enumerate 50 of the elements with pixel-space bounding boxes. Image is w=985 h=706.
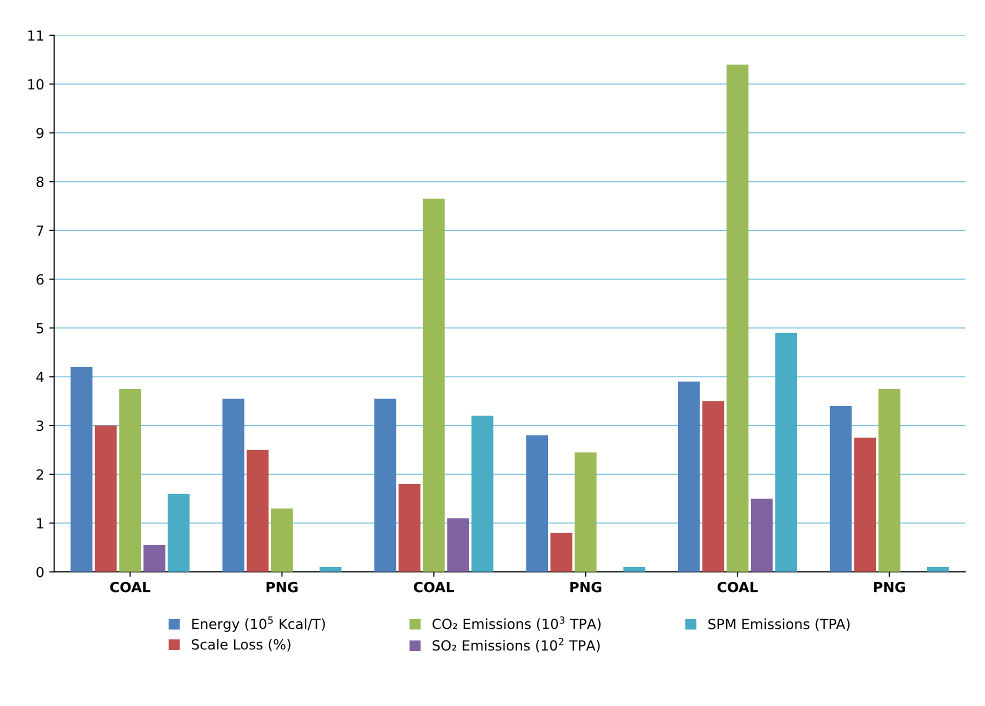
- bar: [271, 508, 293, 572]
- y-tick-label: 4: [36, 372, 44, 382]
- bar: [854, 438, 876, 572]
- bar: [526, 435, 548, 572]
- legend-label: SPM Emissions (TPA): [708, 618, 850, 631]
- bar: [878, 388, 900, 572]
- bar: [702, 401, 724, 572]
- x-tick-label: PNG: [266, 582, 298, 592]
- y-tick-label: 10: [28, 79, 44, 90]
- bar: [678, 382, 700, 572]
- bar: [374, 398, 396, 572]
- x-tick-label: COAL: [110, 582, 150, 592]
- bar: [94, 426, 117, 572]
- bar: [320, 566, 342, 572]
- bar: [623, 566, 646, 572]
- x-tick-label: COAL: [718, 582, 758, 592]
- x-tick-label: PNG: [874, 582, 905, 592]
- bar: [70, 366, 92, 572]
- x-tick-label: PNG: [570, 582, 602, 592]
- legend-label: Energy (10$^{5}$ Kcal/T): [192, 616, 325, 632]
- bar: [830, 406, 852, 572]
- y-tick-label: 2: [36, 469, 44, 480]
- bar: [143, 545, 166, 572]
- bar: [574, 452, 597, 572]
- legend-label: SO₂ Emissions (10$^{2}$ TPA): [432, 638, 600, 652]
- y-tick-label: 6: [36, 274, 44, 285]
- bar: [222, 398, 244, 572]
- bar: [422, 198, 445, 572]
- bar: [550, 532, 572, 572]
- bar: [447, 518, 470, 572]
- bar: [775, 332, 798, 572]
- bar: [119, 388, 142, 572]
- y-tick-label: 5: [36, 323, 44, 334]
- y-tick-label: 7: [36, 226, 44, 236]
- y-tick-label: 8: [36, 176, 44, 188]
- y-tick-label: 3: [36, 420, 44, 431]
- bar: [398, 484, 420, 572]
- bar: [750, 498, 773, 572]
- bar: [726, 64, 748, 572]
- y-tick-label: 11: [28, 30, 44, 41]
- bar: [246, 450, 269, 572]
- y-tick-label: 9: [36, 128, 44, 138]
- legend-label: CO₂ Emissions (10$^{3}$ TPA): [432, 616, 601, 631]
- y-tick-label: 1: [37, 518, 44, 528]
- bar: [927, 566, 949, 572]
- x-tick-label: COAL: [414, 582, 454, 592]
- bar: [168, 494, 190, 572]
- y-tick-label: 0: [36, 566, 44, 578]
- bar: [471, 416, 494, 572]
- legend-label: Scale Loss (%): [192, 638, 290, 652]
